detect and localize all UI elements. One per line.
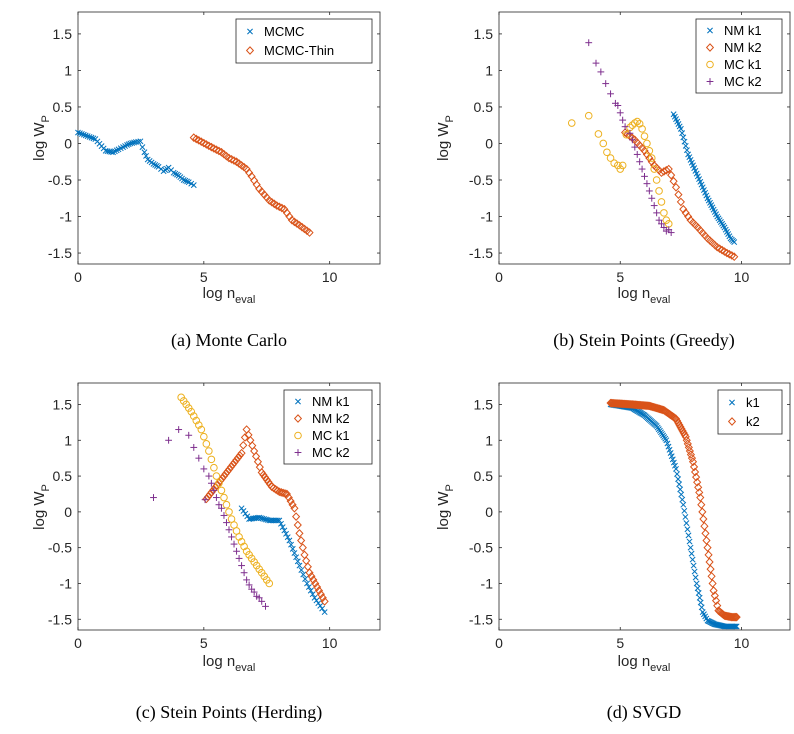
y-axis-label: log WP: [435, 484, 456, 530]
y-tick-label: 1.5: [53, 26, 73, 42]
y-axis-label: log WP: [435, 115, 456, 161]
legend-box: [717, 389, 783, 435]
y-tick-label: 0.5: [53, 99, 73, 115]
y-tick-label: 0.5: [53, 468, 73, 484]
legend-label: MC k1: [724, 57, 762, 72]
y-axis-label: log WP: [31, 484, 52, 530]
x-tick-label: 0: [74, 635, 82, 651]
caption: (a) Monte Carlo: [171, 330, 287, 351]
x-axis-label: log neval: [203, 285, 256, 306]
legend-label: NM k2: [724, 40, 762, 55]
legend-label: NM k2: [312, 411, 350, 426]
y-tick-label: 0: [485, 135, 493, 151]
y-tick-label: 1: [64, 432, 72, 448]
legend-label: MCMC-Thin: [264, 43, 334, 58]
legend: NM k1 NM k2 MC k1 MC k2: [283, 389, 373, 465]
y-tick-label: 0: [64, 135, 72, 151]
y-tick-label: 0.5: [474, 468, 494, 484]
legend-label: MC k2: [312, 445, 350, 460]
caption: (b) Stein Points (Greedy): [553, 330, 734, 351]
y-tick-label: -0.5: [469, 172, 493, 188]
x-tick-label: 0: [74, 269, 82, 285]
panel-a: 0 5 10-1.5-1-0.500.511.5 log neval log WP …: [31, 11, 381, 351]
y-tick-label: -1.5: [469, 611, 493, 627]
x-tick-label: 5: [616, 635, 624, 651]
panel-b: 0 5 10-1.5-1-0.500.511.5 log neval log WP …: [435, 11, 791, 351]
axis-ticks: 0 5 10 -1.5 -1 -0.5 0 0.5 1 1.5: [469, 12, 790, 285]
y-tick-label: -1: [481, 575, 494, 591]
y-tick-label: -1.5: [48, 611, 72, 627]
x-tick-label: 0: [495, 635, 503, 651]
legend-label: k2: [746, 414, 760, 429]
y-tick-label: 0: [64, 504, 72, 520]
y-tick-label: 1: [64, 62, 72, 78]
axis-ticks: 0 5 10 -1.5 -1 -0.5 0 0.5 1 1.5: [48, 12, 380, 285]
y-tick-label: -0.5: [48, 540, 72, 556]
y-tick-label: -0.5: [469, 540, 493, 556]
legend-label: MC k2: [724, 74, 762, 89]
y-tick-label: 1.5: [474, 396, 494, 412]
legend: NM k1 NM k2 MC k1 MC k2: [695, 18, 783, 94]
x-axis-label: log neval: [618, 285, 671, 306]
y-tick-label: -0.5: [48, 172, 72, 188]
legend-box: [235, 18, 373, 64]
x-tick-label: 5: [616, 269, 624, 285]
x-tick-label: 10: [734, 269, 750, 285]
y-tick-label: 0.5: [474, 99, 494, 115]
x-tick-label: 5: [200, 269, 208, 285]
x-tick-label: 10: [322, 635, 338, 651]
legend-label: MCMC: [264, 24, 304, 39]
legend-label: NM k1: [724, 23, 762, 38]
x-axis-label: log neval: [203, 653, 256, 674]
y-tick-label: -1.5: [469, 245, 493, 261]
axes-frame: [498, 382, 791, 631]
x-tick-label: 0: [495, 269, 503, 285]
y-tick-label: -1.5: [48, 245, 72, 261]
panel-d: 0 5 10-1.5-1-0.500.511.5 log neval log WP …: [435, 382, 791, 723]
y-tick-label: -1: [60, 575, 73, 591]
y-tick-label: 1.5: [474, 26, 494, 42]
x-tick-label: 10: [734, 635, 750, 651]
panel-c: 0 5 10-1.5-1-0.500.511.5 log neval log WP …: [31, 382, 381, 723]
y-axis-label: log WP: [31, 115, 52, 161]
caption: (c) Stein Points (Herding): [136, 702, 322, 723]
legend-label: MC k1: [312, 428, 350, 443]
legend: MCMC MCMC-Thin: [235, 18, 373, 64]
legend-label: k1: [746, 395, 760, 410]
y-tick-label: 1: [485, 432, 493, 448]
caption: (d) SVGD: [607, 702, 682, 723]
y-tick-label: -1: [481, 209, 494, 225]
y-tick-label: 1.5: [53, 396, 73, 412]
x-axis-label: log neval: [618, 653, 671, 674]
axis-ticks: 0 5 10 -1.5 -1 -0.5 0 0.5 1 1.5: [469, 383, 790, 651]
axis-ticks: 0 5 10 -1.5 -1 -0.5 0 0.5 1 1.5: [48, 383, 380, 651]
y-tick-label: -1: [60, 209, 73, 225]
y-tick-label: 1: [485, 62, 493, 78]
x-tick-label: 5: [200, 635, 208, 651]
x-tick-label: 10: [322, 269, 338, 285]
legend-label: NM k1: [312, 394, 350, 409]
y-tick-label: 0: [485, 504, 493, 520]
